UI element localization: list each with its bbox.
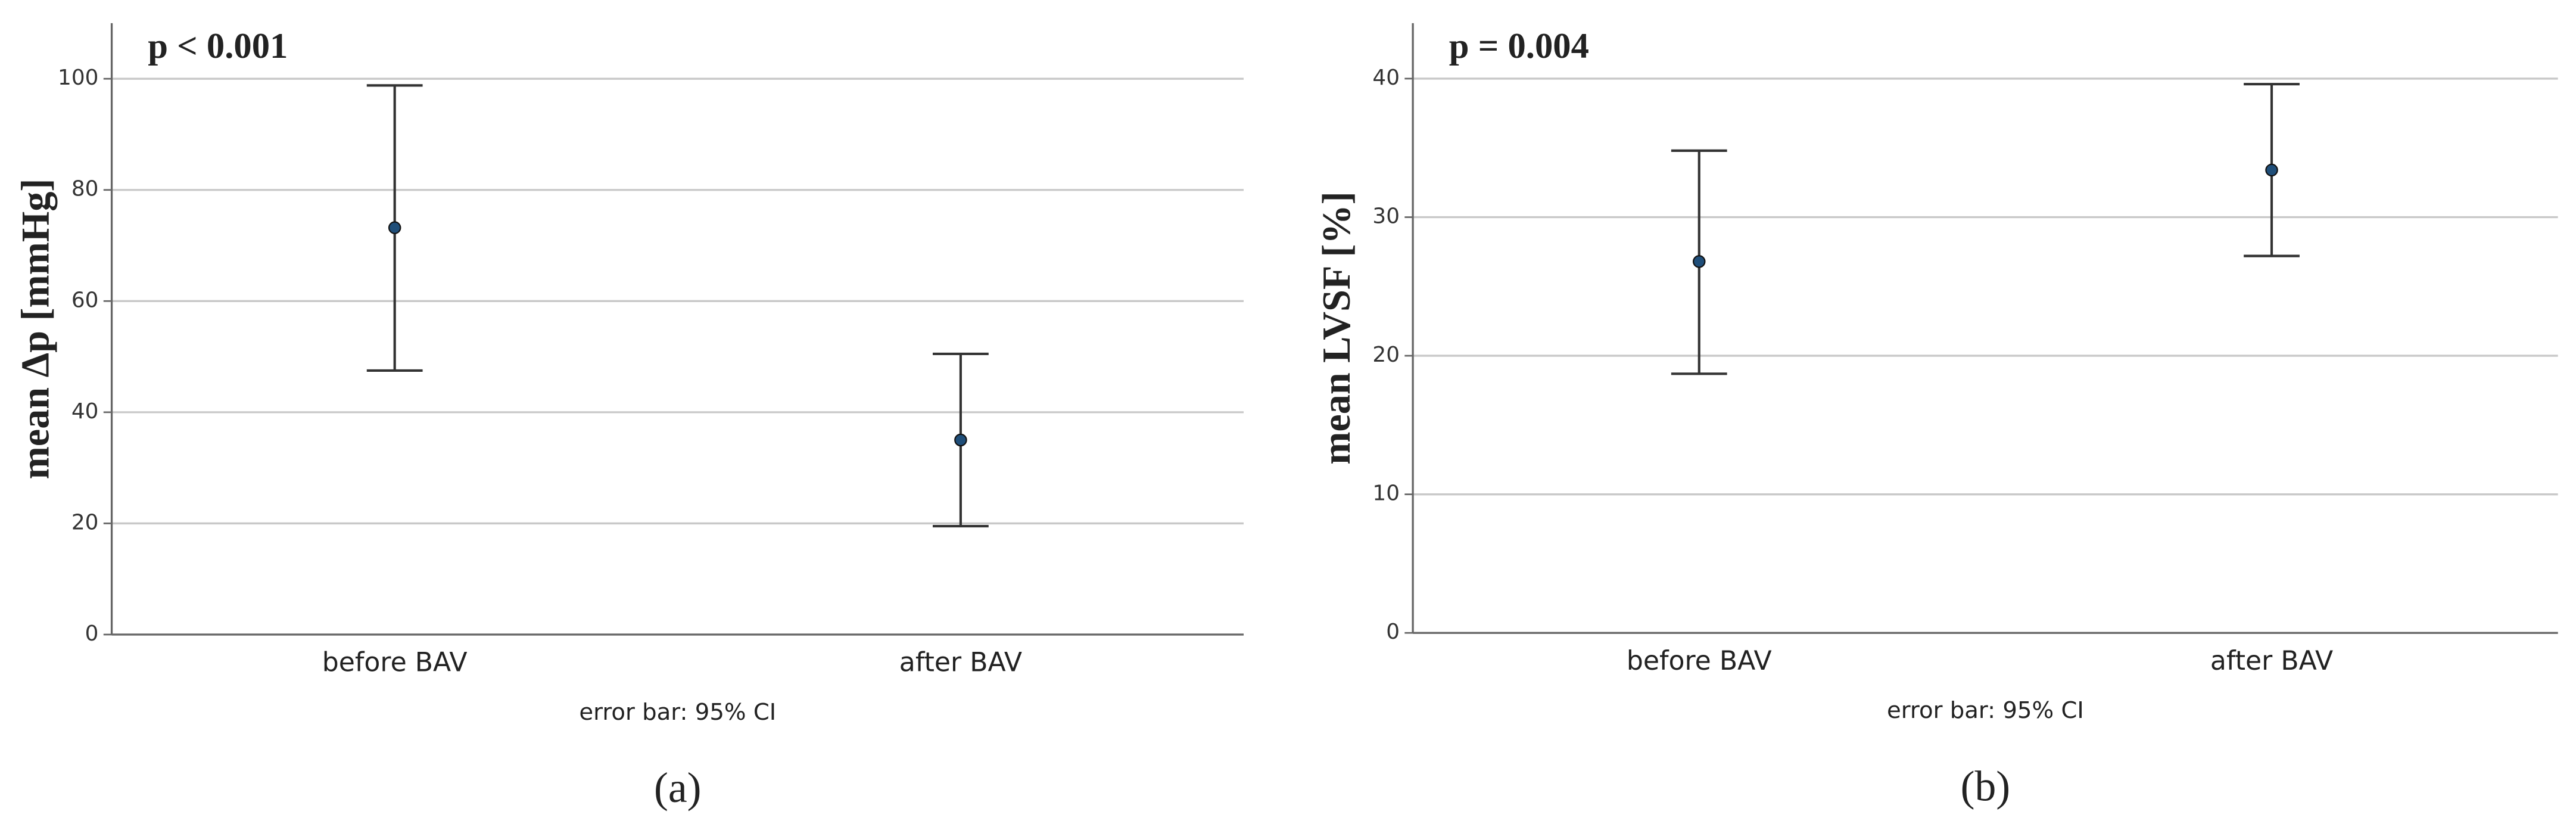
x-tick-label: after BAV	[2210, 646, 2333, 676]
annotation: p = 0.004	[1449, 26, 1589, 66]
x-tick-label: after BAV	[899, 648, 1022, 678]
y-tick-label: 40	[1372, 66, 1400, 90]
y-tick-label: 100	[58, 66, 98, 90]
mean-point	[1693, 255, 1706, 268]
y-tick-label: 10	[1372, 481, 1400, 506]
note: error bar: 95% CI	[579, 699, 776, 726]
y-tick-label: 80	[71, 177, 99, 201]
mean-point	[388, 221, 401, 234]
note: error bar: 95% CI	[1887, 697, 2084, 724]
panel-label: (a)	[654, 764, 702, 812]
panel-label: (b)	[1961, 762, 2011, 810]
x-tick-label: before BAV	[322, 648, 468, 678]
y-axis-label: mean Δp [mmHg]	[14, 179, 57, 480]
x-tick-label: before BAV	[1627, 646, 1772, 676]
y-tick-label: 0	[85, 621, 99, 646]
y-tick-label: 0	[1386, 620, 1400, 644]
annotation: p < 0.001	[148, 26, 288, 66]
y-tick-label: 20	[71, 510, 99, 534]
y-tick-label: 30	[1372, 204, 1400, 229]
y-tick-label: 60	[71, 288, 99, 312]
y-axis-label: mean LVSF [%]	[1315, 191, 1359, 464]
mean-point	[2265, 163, 2278, 177]
y-tick-label: 20	[1372, 343, 1400, 367]
mean-point	[954, 433, 967, 447]
y-tick-label: 40	[71, 399, 99, 424]
